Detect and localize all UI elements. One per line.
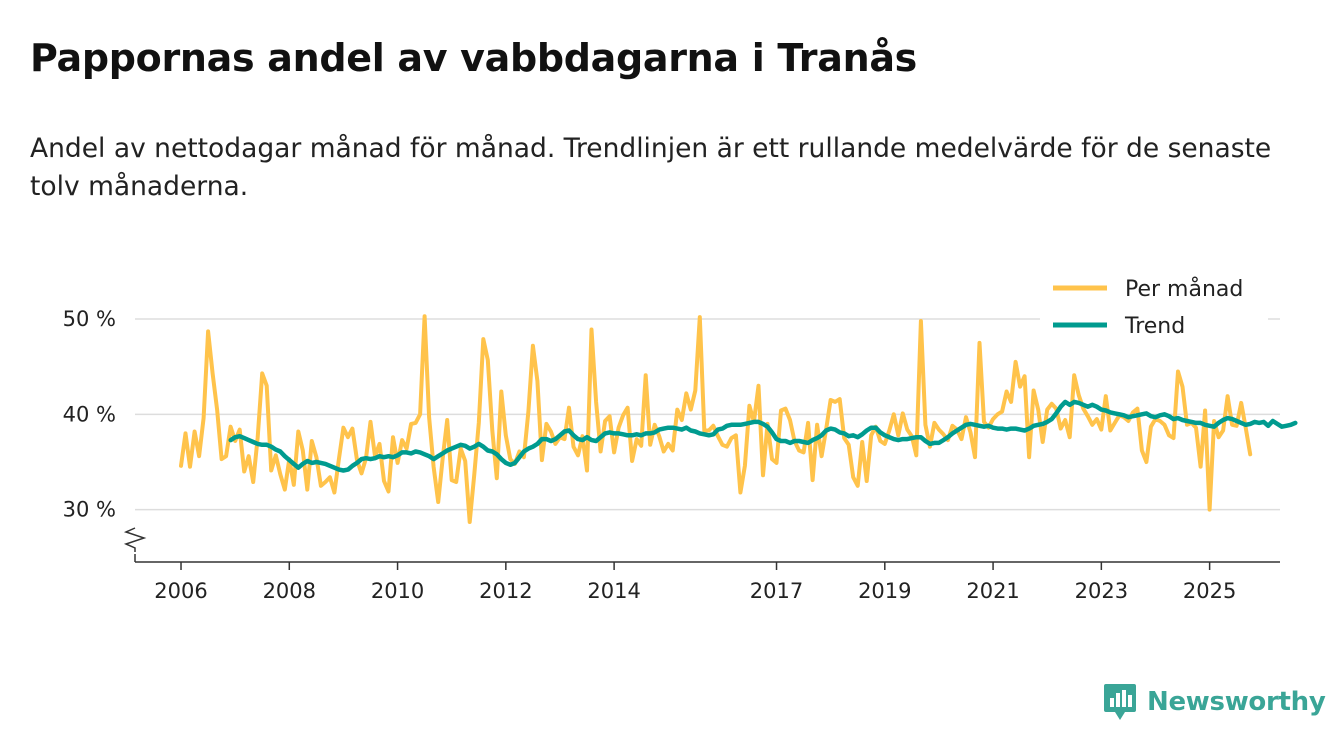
- plot-area: [179, 314, 1298, 524]
- x-tick-label: 2010: [371, 579, 424, 603]
- y-axis-ticks: 30 % 40 % 50 %: [63, 307, 116, 522]
- x-axis: 2006 2008 2010 2012 2014 2017 2019 2021 2023 2025: [123, 527, 1280, 603]
- chart-subtitle: Andel av nettodagar månad för månad. Tre…: [30, 133, 1272, 202]
- series-line-trend: [228, 399, 1298, 473]
- legend: Per månad Trend: [1040, 268, 1268, 348]
- legend-label: Trend: [1124, 314, 1185, 339]
- y-tick-label: 40 %: [63, 402, 116, 426]
- axis-break-icon: [123, 527, 147, 552]
- x-tick-label: 2025: [1183, 579, 1236, 603]
- newsworthy-logo: Newsworthy: [1103, 682, 1326, 722]
- newsworthy-icon: [1104, 684, 1136, 720]
- x-tick-label: 2014: [587, 579, 640, 603]
- x-tick-label: 2006: [154, 579, 207, 603]
- x-tick-label: 2017: [750, 579, 803, 603]
- x-tick-label: 2019: [858, 579, 911, 603]
- page-title: Pappornas andel av vabbdagarna i Tranås: [30, 36, 917, 80]
- brand-name: Newsworthy: [1147, 687, 1326, 717]
- y-tick-label: 30 %: [63, 498, 116, 522]
- x-tick-label: 2012: [479, 579, 532, 603]
- legend-background: [1040, 268, 1268, 348]
- x-tick-label: 2021: [966, 579, 1019, 603]
- x-tick-label: 2023: [1075, 579, 1128, 603]
- x-tick-label: 2008: [263, 579, 316, 603]
- legend-label: Per månad: [1125, 276, 1243, 302]
- y-tick-label: 50 %: [63, 307, 116, 331]
